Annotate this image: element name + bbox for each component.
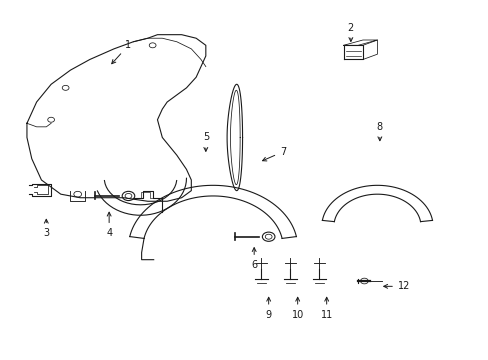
Text: 9: 9 xyxy=(265,297,271,320)
Text: 1: 1 xyxy=(112,40,131,64)
Text: 4: 4 xyxy=(106,212,112,238)
Text: 10: 10 xyxy=(291,297,303,320)
Text: 7: 7 xyxy=(262,147,285,161)
Text: 2: 2 xyxy=(347,23,353,41)
Text: 12: 12 xyxy=(383,281,409,291)
Text: 6: 6 xyxy=(251,248,257,270)
Text: 8: 8 xyxy=(376,122,382,141)
Text: 11: 11 xyxy=(320,297,332,320)
Text: 5: 5 xyxy=(203,132,208,151)
Text: 3: 3 xyxy=(43,219,49,238)
